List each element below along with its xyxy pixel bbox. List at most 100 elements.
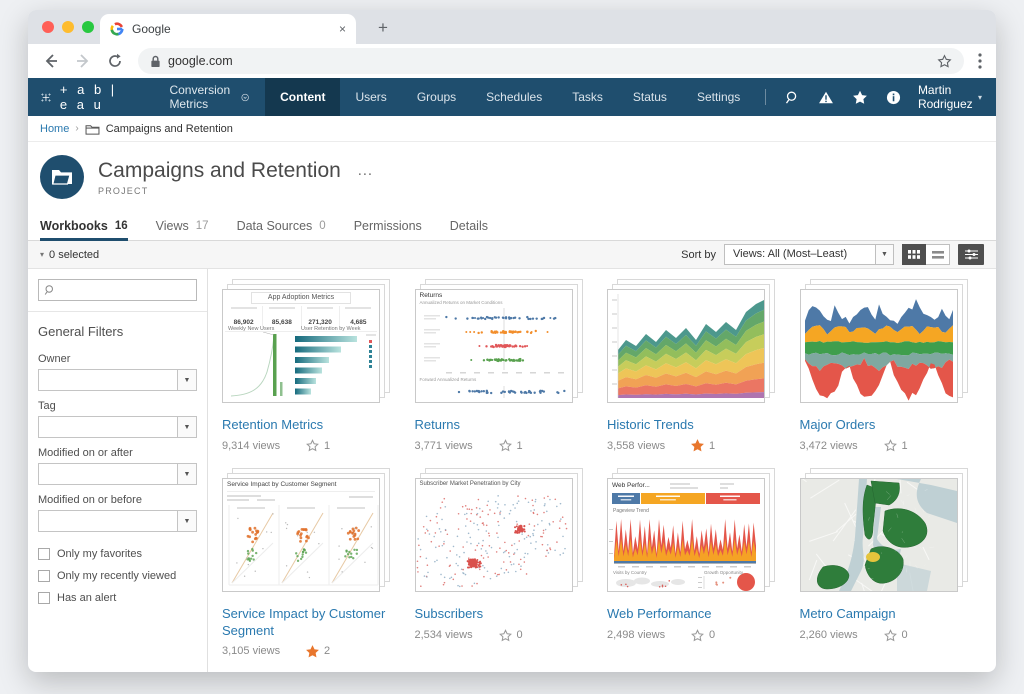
workbook-thumbnail[interactable]: Returns Annualized Returns on Market Con… bbox=[414, 279, 583, 403]
thumbnail-chart bbox=[423, 308, 566, 398]
favorite-toggle[interactable]: 1 bbox=[691, 439, 715, 452]
workbook-thumbnail[interactable] bbox=[799, 468, 968, 593]
checkbox-box[interactable] bbox=[38, 570, 50, 582]
alerts-button[interactable] bbox=[809, 90, 843, 105]
workbook-thumbnail[interactable] bbox=[799, 279, 968, 403]
tab-data-sources[interactable]: Data Sources 0 bbox=[236, 219, 326, 233]
checkbox-box[interactable] bbox=[38, 592, 50, 604]
favorite-star-icon[interactable] bbox=[691, 628, 704, 642]
tab-workbooks[interactable]: Workbooks 16 bbox=[40, 212, 128, 241]
sort-dropdown-icon[interactable]: ▼ bbox=[875, 245, 893, 264]
checkbox-box[interactable] bbox=[38, 548, 50, 560]
workbook-title-link[interactable]: Major Orders bbox=[799, 417, 876, 432]
views-count: 9,314 views bbox=[222, 439, 281, 452]
favorite-toggle[interactable]: 1 bbox=[306, 439, 330, 452]
favorite-toggle[interactable]: 1 bbox=[498, 439, 523, 452]
favorite-star-icon[interactable] bbox=[498, 439, 512, 452]
favorite-star-icon[interactable] bbox=[306, 644, 319, 658]
bookmark-star-icon[interactable] bbox=[937, 53, 952, 69]
workbook-thumbnail[interactable] bbox=[607, 279, 775, 403]
tab-close-icon[interactable]: × bbox=[338, 22, 346, 36]
reload-icon[interactable] bbox=[106, 52, 124, 70]
favorite-star-icon[interactable] bbox=[306, 439, 319, 452]
breadcrumb-home-link[interactable]: Home bbox=[40, 122, 70, 135]
workbook-title-link[interactable]: Web Performance bbox=[607, 606, 712, 622]
workbook-title-link[interactable]: Metro Campaign bbox=[799, 606, 896, 622]
favorite-toggle[interactable]: 0 bbox=[883, 628, 908, 642]
checkbox-only-my-favorites[interactable]: Only my favorites bbox=[38, 548, 197, 560]
select-all-caret-icon[interactable]: ▾ bbox=[40, 250, 45, 259]
workbook-title-link[interactable]: Subscribers bbox=[414, 606, 484, 622]
nav-item-status[interactable]: Status bbox=[632, 90, 667, 104]
help-button[interactable] bbox=[877, 90, 910, 105]
site-dropdown-icon bbox=[241, 93, 249, 101]
dropdown-icon[interactable]: ▼ bbox=[177, 370, 196, 390]
modified-before-select[interactable]: ▼ bbox=[38, 510, 197, 532]
browser-tab[interactable]: Google × bbox=[100, 14, 356, 44]
dropdown-icon[interactable]: ▼ bbox=[177, 511, 196, 531]
thumbnail-chart bbox=[230, 331, 376, 397]
dropdown-icon[interactable]: ▼ bbox=[177, 464, 196, 484]
nav-item-users[interactable]: Users bbox=[355, 90, 387, 104]
sidebar-search-input[interactable] bbox=[38, 279, 197, 301]
folder-icon bbox=[85, 124, 100, 135]
workbook-thumbnail[interactable]: Web Perfor... Pageview Trend Visits by C… bbox=[607, 468, 775, 593]
tableau-logo[interactable]: + a b | e a u bbox=[28, 78, 153, 116]
filters-toggle-button[interactable] bbox=[958, 244, 984, 265]
favorite-toggle[interactable]: 0 bbox=[691, 628, 715, 642]
views-count: 2,534 views bbox=[414, 629, 473, 641]
favorites-button[interactable] bbox=[843, 90, 877, 105]
filter-label-owner: Owner bbox=[38, 353, 71, 365]
owner-select[interactable]: ▼ bbox=[38, 369, 197, 391]
site-selector[interactable]: Conversion Metrics bbox=[153, 78, 265, 116]
address-bar[interactable]: google.com bbox=[138, 48, 964, 74]
workbook-title-link[interactable]: Returns bbox=[414, 417, 461, 432]
minimize-window-button[interactable] bbox=[62, 21, 74, 33]
favorite-toggle[interactable]: 1 bbox=[883, 439, 908, 452]
more-actions-button[interactable]: … bbox=[356, 161, 374, 179]
dropdown-icon[interactable]: ▼ bbox=[177, 417, 196, 437]
nav-item-content[interactable]: Content bbox=[265, 78, 341, 116]
favorite-star-icon[interactable] bbox=[883, 439, 897, 452]
thumb-section-label: Weekly New Users bbox=[228, 326, 275, 332]
workbook-thumbnail[interactable]: App Adoption Metrics 86,902 85,638 271,3… bbox=[222, 279, 390, 403]
favorite-star-icon[interactable] bbox=[691, 439, 704, 452]
modified-after-select[interactable]: ▼ bbox=[38, 463, 197, 485]
checkbox-has-an-alert[interactable]: Has an alert bbox=[38, 592, 197, 604]
back-icon[interactable] bbox=[42, 52, 60, 70]
close-window-button[interactable] bbox=[42, 21, 54, 33]
new-tab-button[interactable]: + bbox=[378, 18, 388, 37]
favorite-toggle[interactable]: 0 bbox=[498, 628, 523, 642]
favorite-star-icon[interactable] bbox=[883, 628, 897, 642]
nav-item-groups[interactable]: Groups bbox=[416, 90, 457, 104]
thumb-subtitle: Annualized Returns on Market Conditions bbox=[419, 300, 503, 305]
nav-item-settings[interactable]: Settings bbox=[696, 90, 741, 104]
zoom-window-button[interactable] bbox=[82, 21, 94, 33]
tab-title: Google bbox=[132, 22, 171, 36]
workbook-thumbnail[interactable]: Service Impact by Customer Segment bbox=[222, 468, 390, 593]
list-view-button[interactable] bbox=[926, 244, 950, 265]
sort-value: Views: All (Most–Least) bbox=[733, 248, 848, 260]
search-button[interactable] bbox=[776, 90, 809, 105]
nav-item-tasks[interactable]: Tasks bbox=[572, 90, 603, 104]
tag-select[interactable]: ▼ bbox=[38, 416, 197, 438]
tab-details[interactable]: Details bbox=[449, 219, 488, 233]
thumb-section-label: Visits by Country bbox=[613, 570, 647, 576]
favorite-star-icon[interactable] bbox=[498, 628, 512, 642]
forward-icon[interactable] bbox=[74, 52, 92, 70]
user-menu[interactable]: Martin Rodriguez ▾ bbox=[918, 83, 982, 111]
filter-label-modified-after: Modified on or after bbox=[38, 447, 133, 459]
checkbox-only-my-recently-viewed[interactable]: Only my recently viewed bbox=[38, 570, 197, 582]
sort-select[interactable]: Views: All (Most–Least) ▼ bbox=[724, 244, 894, 265]
workbook-title-link[interactable]: Service Impact by Customer Segment bbox=[222, 606, 386, 638]
tab-permissions[interactable]: Permissions bbox=[353, 219, 422, 233]
tab-views[interactable]: Views 17 bbox=[155, 219, 209, 233]
browser-menu-icon[interactable] bbox=[978, 53, 982, 69]
grid-view-button[interactable] bbox=[902, 244, 926, 265]
filters-icon bbox=[964, 249, 978, 260]
favorite-toggle[interactable]: 2 bbox=[306, 644, 330, 658]
workbook-title-link[interactable]: Retention Metrics bbox=[222, 417, 324, 432]
workbook-thumbnail[interactable]: Subscriber Market Penetration by City bbox=[414, 468, 583, 593]
workbook-title-link[interactable]: Historic Trends bbox=[607, 417, 694, 432]
nav-item-schedules[interactable]: Schedules bbox=[486, 90, 543, 104]
